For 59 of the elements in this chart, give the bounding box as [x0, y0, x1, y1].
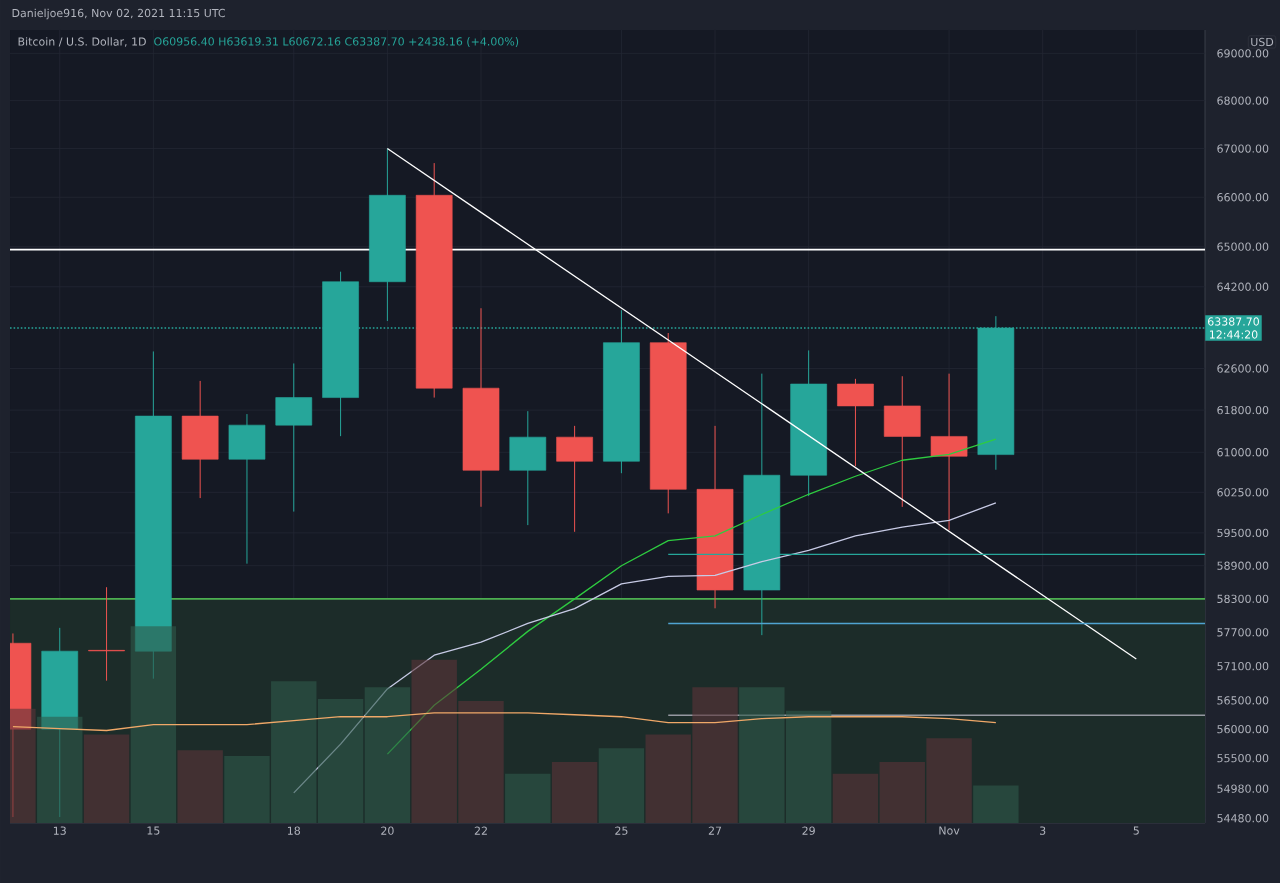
line-series	[293, 502, 997, 794]
line-series	[386, 438, 997, 755]
y-tick-label: 68000.00	[1217, 96, 1269, 105]
y-tick-label: 56500.00	[1217, 696, 1269, 705]
y-tick-label: 58300.00	[1217, 594, 1269, 604]
annotation: O60956.40 H63619.31 L60672.16 C63387.70 +2438.16 (+4.00%)	[154, 37, 519, 47]
y-tick-label: 55500.00	[1217, 754, 1269, 763]
y-tick-label: 59500.00	[1217, 528, 1269, 538]
x-tick-label: 25	[615, 826, 628, 835]
x-tick-label: Nov	[939, 826, 960, 835]
y-tick-label: 67000.00	[1217, 144, 1269, 153]
x-tick-label: 29	[802, 826, 815, 835]
x-tick-label: 27	[708, 826, 722, 835]
y-tick-label: 58900.00	[1217, 561, 1269, 570]
y-tick-label: 60250.00	[1217, 488, 1269, 497]
bar	[551, 761, 598, 823]
y-tick-label: 66000.00	[1217, 193, 1269, 202]
y-tick-label: 61800.00	[1217, 405, 1269, 415]
bar	[177, 750, 223, 823]
bar	[83, 734, 130, 823]
x-tick-label: 5	[1133, 826, 1139, 835]
chart-title: Danieljoe916, Nov 02, 2021 11:15 UTC	[12, 8, 225, 20]
y-tick-label: 57100.00	[1217, 662, 1269, 671]
text: Bitcoin / U.S. Dollar, 1D	[18, 37, 146, 47]
bar	[271, 681, 317, 823]
y-tick-label: 54980.00	[1217, 784, 1269, 793]
bar	[505, 773, 551, 823]
bar	[458, 700, 504, 823]
y-tick-label: 64200.00	[1217, 282, 1269, 291]
x-tick-label: 15	[147, 826, 160, 835]
ref-line-label: 63387.70	[1208, 317, 1259, 326]
bar	[739, 687, 785, 823]
bar	[973, 785, 1019, 823]
y-tick-label: 69000.00	[1217, 49, 1269, 58]
candlestick	[88, 586, 125, 682]
bar	[692, 687, 738, 823]
bar	[411, 659, 457, 823]
y-tick-label: 56000.00	[1217, 724, 1269, 734]
x-tick-label: 20	[381, 826, 394, 835]
x-tick-label: 22	[474, 826, 487, 835]
bar	[645, 734, 691, 823]
x-tick-label: 3	[1040, 826, 1046, 835]
y-tick-label: 54480.00	[1217, 814, 1269, 823]
x-tick-label: 18	[287, 826, 301, 835]
y-tick-label: 61000.00	[1217, 448, 1269, 457]
bar	[879, 761, 925, 823]
bar	[224, 756, 270, 823]
bar	[785, 710, 832, 823]
y-tick-label: 62600.00	[1217, 364, 1269, 373]
bar	[832, 773, 879, 823]
bar	[317, 699, 364, 823]
text: 12:44:20	[1209, 330, 1258, 339]
x-tick-label: 13	[53, 826, 66, 835]
y-axis-title: USD	[1251, 37, 1274, 47]
y-tick-label: 57700.00	[1217, 628, 1269, 637]
bar	[598, 748, 645, 823]
bar	[364, 687, 411, 823]
bar	[926, 738, 972, 823]
y-tick-label: 65000.00	[1217, 242, 1269, 251]
